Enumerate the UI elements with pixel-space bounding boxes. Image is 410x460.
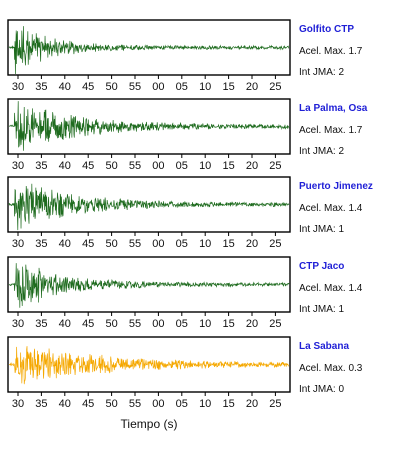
x-tick-label: 45 [82, 160, 94, 172]
x-tick-label: 25 [269, 318, 281, 330]
x-tick-label: 00 [152, 398, 164, 410]
x-tick-label: 50 [105, 160, 117, 172]
x-tick-label: 50 [105, 238, 117, 250]
jma-intensity-label: Int JMA: 2 [299, 67, 344, 78]
station-name: La Sabana [299, 341, 349, 352]
station-name: Golfito CTP [299, 24, 354, 35]
x-tick-label: 20 [246, 238, 258, 250]
x-tick-label: 15 [222, 81, 234, 93]
jma-intensity-label: Int JMA: 2 [299, 146, 344, 157]
x-tick-label: 30 [12, 398, 24, 410]
max-acceleration-label: Acel. Max. 1.7 [299, 125, 363, 136]
x-tick-label: 50 [105, 398, 117, 410]
x-tick-label: 30 [12, 238, 24, 250]
x-tick-label: 20 [246, 81, 258, 93]
x-tick-label: 00 [152, 160, 164, 172]
x-tick-label: 35 [35, 81, 47, 93]
x-tick-label: 30 [12, 318, 24, 330]
x-tick-label: 45 [82, 398, 94, 410]
x-tick-label: 55 [129, 318, 141, 330]
waveform-1 [8, 26, 290, 75]
x-tick-label: 25 [269, 81, 281, 93]
x-tick-label: 35 [35, 398, 47, 410]
x-tick-label: 00 [152, 81, 164, 93]
x-tick-label: 45 [82, 318, 94, 330]
x-tick-label: 40 [59, 238, 71, 250]
panel-frame-2 [7, 98, 291, 155]
max-acceleration-label: Acel. Max. 1.4 [299, 283, 363, 294]
x-tick-label: 10 [199, 238, 211, 250]
x-tick-label: 15 [222, 318, 234, 330]
x-tick-label: 55 [129, 398, 141, 410]
x-tick-label: 10 [199, 81, 211, 93]
max-acceleration-label: Acel. Max. 1.4 [299, 203, 363, 214]
x-axis-title: Tiempo (s) [121, 417, 178, 431]
x-tick-label: 10 [199, 318, 211, 330]
x-tick-label: 30 [12, 160, 24, 172]
panel-frame-4 [7, 256, 291, 313]
waveform-3 [8, 183, 290, 231]
x-tick-label: 20 [246, 398, 258, 410]
jma-intensity-label: Int JMA: 0 [299, 384, 344, 395]
x-tick-label: 30 [12, 81, 24, 93]
x-tick-label: 40 [59, 160, 71, 172]
x-tick-label: 25 [269, 238, 281, 250]
max-acceleration-label: Acel. Max. 1.7 [299, 46, 363, 57]
x-tick-label: 00 [152, 238, 164, 250]
x-tick-label: 25 [269, 160, 281, 172]
station-name: La Palma, Osa [299, 103, 368, 114]
jma-intensity-label: Int JMA: 1 [299, 224, 344, 235]
x-tick-label: 55 [129, 238, 141, 250]
max-acceleration-label: Acel. Max. 0.3 [299, 363, 363, 374]
x-tick-label: 35 [35, 160, 47, 172]
panel-frame-5 [7, 336, 291, 393]
x-tick-label: 50 [105, 81, 117, 93]
x-tick-label: 40 [59, 81, 71, 93]
waveform-2 [8, 101, 290, 151]
x-tick-label: 10 [199, 398, 211, 410]
jma-intensity-label: Int JMA: 1 [299, 304, 344, 315]
x-tick-label: 00 [152, 318, 164, 330]
x-tick-label: 25 [269, 398, 281, 410]
station-name: Puerto Jimenez [299, 181, 373, 192]
x-tick-label: 35 [35, 318, 47, 330]
x-tick-label: 50 [105, 318, 117, 330]
x-tick-label: 45 [82, 81, 94, 93]
x-tick-label: 40 [59, 318, 71, 330]
x-tick-label: 05 [176, 81, 188, 93]
x-tick-label: 05 [176, 238, 188, 250]
x-tick-label: 20 [246, 318, 258, 330]
x-tick-label: 15 [222, 398, 234, 410]
panel-frame-3 [7, 176, 291, 233]
x-tick-label: 05 [176, 398, 188, 410]
x-tick-label: 40 [59, 398, 71, 410]
x-tick-label: 15 [222, 160, 234, 172]
x-tick-label: 10 [199, 160, 211, 172]
x-tick-label: 05 [176, 318, 188, 330]
x-tick-label: 55 [129, 81, 141, 93]
x-tick-label: 05 [176, 160, 188, 172]
station-name: CTP Jaco [299, 261, 344, 272]
waveform-4 [8, 263, 290, 308]
x-tick-label: 35 [35, 238, 47, 250]
x-tick-label: 55 [129, 160, 141, 172]
x-tick-label: 20 [246, 160, 258, 172]
waveform-5 [8, 346, 290, 385]
x-tick-label: 45 [82, 238, 94, 250]
panels-group: 30 35 40 45 50 55 00 05 10 15 20 25 Golfito CTP Acel.… [7, 19, 373, 410]
x-tick-label: 15 [222, 238, 234, 250]
panel-frame-1 [7, 19, 291, 76]
